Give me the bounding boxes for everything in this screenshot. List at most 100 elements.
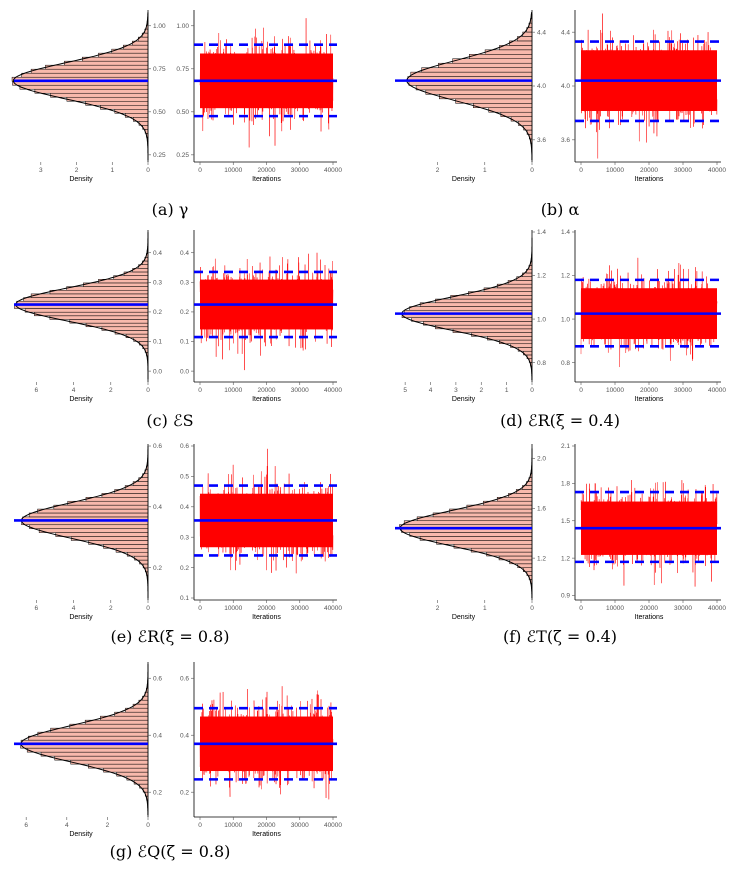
density-tick-label: 3 — [39, 167, 43, 174]
panel-caption: (f) ℰT(ζ = 0.4) — [503, 627, 617, 646]
histogram-bar — [37, 508, 149, 514]
histogram-y-tick-label: 1.2 — [537, 273, 546, 280]
histogram-bar — [88, 540, 149, 545]
histogram-bar — [487, 336, 533, 341]
histogram-bar — [466, 504, 533, 510]
histogram-bar — [415, 85, 533, 91]
density-tick-label: 0 — [530, 167, 534, 174]
iterations-tick-label: 10000 — [606, 605, 624, 612]
histogram-y-tick-label: 0.0 — [153, 368, 162, 375]
trace-y-tick-label: 0.1 — [180, 595, 189, 602]
iterations-axis-label: Iterations — [635, 396, 664, 403]
density-histogram: 0.0 0.1 0.2 0.3 0.4 6 4 2 0 Density — [14, 230, 162, 403]
iterations-tick-label: 10000 — [224, 387, 242, 394]
panel-d: 0.8 1.0 1.2 1.4 5 4 3 2 1 0 Density 0.8 1.0 1.2 1.4 0 10… — [395, 229, 726, 430]
histogram-bar — [438, 62, 533, 68]
density-tick-label: 2 — [106, 822, 110, 829]
histogram-bar — [49, 315, 149, 320]
histogram-bar — [436, 540, 533, 545]
histogram-bar — [452, 58, 533, 64]
histogram-bar — [473, 103, 533, 109]
histogram-bar — [419, 536, 533, 541]
trace-y-tick-label: 1.0 — [561, 316, 570, 323]
histogram-bar — [432, 512, 533, 518]
density-histogram: 3.6 4.0 4.4 2 1 0 Density — [395, 10, 546, 183]
iterations-tick-label: 40000 — [708, 605, 726, 612]
histogram-y-tick-label: 1.2 — [537, 555, 546, 562]
iterations-tick-label: 30000 — [291, 605, 309, 612]
histogram-bar — [21, 72, 149, 78]
density-curve — [399, 448, 533, 598]
trace-y-tick-label: 0.6 — [180, 675, 189, 682]
histogram-y-tick-label: 0.6 — [153, 675, 162, 682]
trace-y-tick-label: 0.4 — [180, 504, 189, 511]
density-tick-label: 0 — [530, 387, 534, 394]
panel-a: 0.25 0.50 0.75 1.00 3 2 1 0 Density 0.25 0.50 0.75 1… — [11, 10, 342, 219]
trace-y-tick-label: 0.3 — [180, 534, 189, 541]
histogram-bar — [64, 60, 149, 66]
histogram-y-tick-label: 2.0 — [537, 456, 546, 463]
histogram-bar — [69, 723, 149, 729]
density-histogram: 0.25 0.50 0.75 1.00 3 2 1 0 Density — [11, 10, 166, 183]
iterations-tick-label: 40000 — [708, 167, 726, 174]
panel-c: 0.00.10.20.30.46 4 2 0Density0.00.10.20.30.… — [14, 230, 342, 430]
trace-y-tick-label: 0.1 — [180, 339, 189, 346]
histogram-y-tick-label: 0.4 — [153, 504, 162, 511]
iterations-tick-label: 20000 — [257, 167, 275, 174]
trace-plot: 0.1 0.2 0.3 0.4 0.5 0.6 0 10000 20000 30000 40000 I… — [180, 443, 342, 621]
density-tick-label: 0 — [146, 822, 150, 829]
density-axis-label: Density — [452, 614, 476, 621]
trace-y-tick-label: 0.5 — [180, 474, 189, 481]
histogram-bar — [85, 100, 149, 106]
iterations-tick-label: 30000 — [674, 387, 692, 394]
iterations-axis-label: Iterations — [635, 614, 664, 621]
histogram-bar — [410, 71, 533, 77]
histogram-bar — [425, 89, 533, 95]
histogram-y-tick-label: 0.1 — [153, 339, 162, 346]
histogram-y-tick-label: 0.50 — [153, 109, 166, 116]
iterations-tick-label: 10000 — [606, 167, 624, 174]
density-tick-label: 0 — [146, 167, 150, 174]
iterations-tick-label: 20000 — [640, 605, 658, 612]
histogram-y-tick-label: 0.4 — [153, 732, 162, 739]
histogram-bar — [19, 84, 149, 90]
trace-y-tick-label: 1.2 — [561, 555, 570, 562]
histogram-bar — [98, 52, 149, 58]
histogram-bar — [30, 68, 149, 74]
density-tick-label: 1 — [483, 167, 487, 174]
iterations-tick-label: 30000 — [291, 387, 309, 394]
histogram-bar — [421, 67, 533, 73]
histogram-y-tick-label: 0.8 — [537, 360, 546, 367]
density-tick-label: 4 — [65, 822, 69, 829]
density-tick-label: 4 — [429, 387, 433, 394]
histogram-bar — [471, 332, 533, 337]
density-tick-label: 1 — [483, 605, 487, 612]
trace-y-tick-label: 1.5 — [561, 518, 570, 525]
trace-y-tick-label: 1.00 — [176, 23, 189, 30]
density-axis-label: Density — [452, 176, 476, 183]
histogram-bar — [423, 321, 533, 326]
iterations-tick-label: 40000 — [708, 387, 726, 394]
histogram-y-tick-label: 0.2 — [153, 789, 162, 796]
density-tick-label: 4 — [72, 605, 76, 612]
histogram-bar — [470, 547, 533, 553]
histogram-bar — [483, 287, 533, 292]
histogram-bar — [452, 328, 533, 333]
histogram-bar — [50, 92, 149, 98]
density-histogram: 0.8 1.0 1.2 1.4 5 4 3 2 1 0 Density — [395, 229, 546, 403]
density-axis-label: Density — [69, 614, 93, 621]
panel-caption: (c) ℰS — [146, 411, 193, 430]
histogram-bar — [29, 524, 149, 529]
density-curve — [401, 237, 533, 380]
histogram-y-tick-label: 4.0 — [537, 83, 546, 90]
histogram-bar — [435, 298, 533, 304]
iterations-tick-label: 0 — [198, 387, 202, 394]
trace-plot: 3.6 4.0 4.4 0 10000 20000 30000 40000 Iterations — [561, 10, 726, 183]
panel-caption: (d) ℰR(ξ = 0.4) — [500, 411, 620, 430]
trace-y-tick-label: 0.75 — [176, 66, 189, 73]
density-curve — [20, 664, 149, 815]
histogram-bar — [66, 286, 149, 291]
histogram-bar — [419, 302, 533, 307]
histogram-bar — [101, 493, 149, 498]
trace-y-tick-label: 0.4 — [180, 250, 189, 257]
